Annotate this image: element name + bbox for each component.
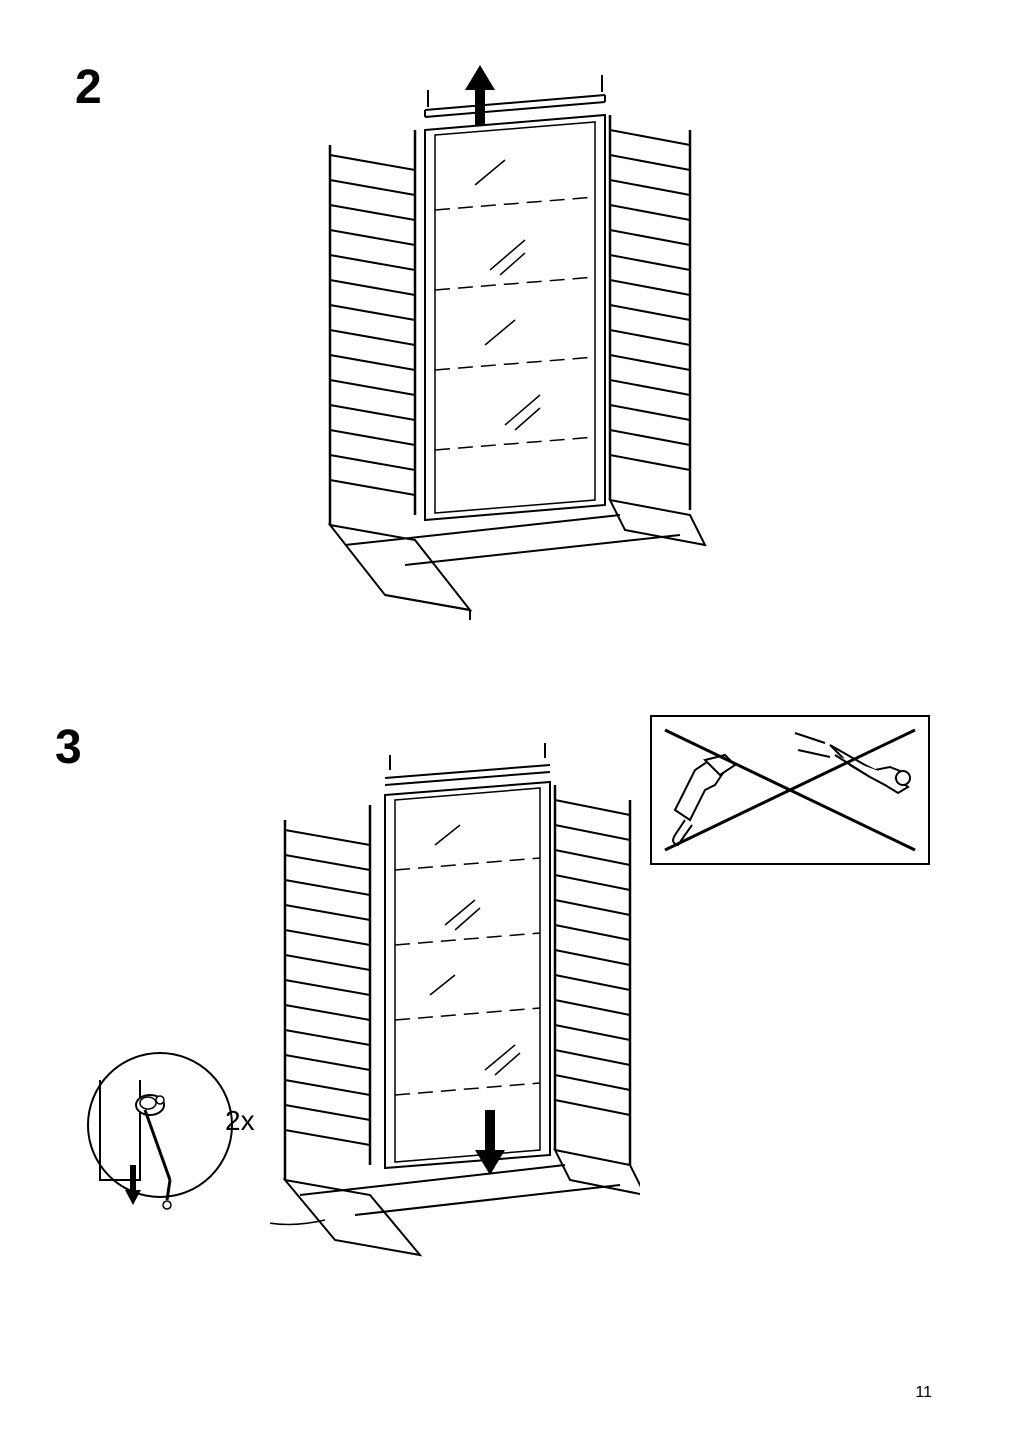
quantity-label-2x: 2x: [225, 1105, 255, 1137]
step-3-diagram: [270, 740, 640, 1270]
step-2-diagram: [310, 55, 710, 635]
arrow-down-icon: [475, 1110, 505, 1175]
step-number-3: 3: [55, 720, 82, 775]
warning-no-tools: [650, 715, 930, 865]
page-number: 11: [915, 1384, 932, 1402]
detail-circle: [85, 1050, 245, 1230]
right-ladder: [610, 115, 690, 510]
arrow-up-icon: [465, 65, 495, 125]
step-number-2: 2: [75, 60, 102, 115]
left-ladder: [330, 130, 415, 525]
